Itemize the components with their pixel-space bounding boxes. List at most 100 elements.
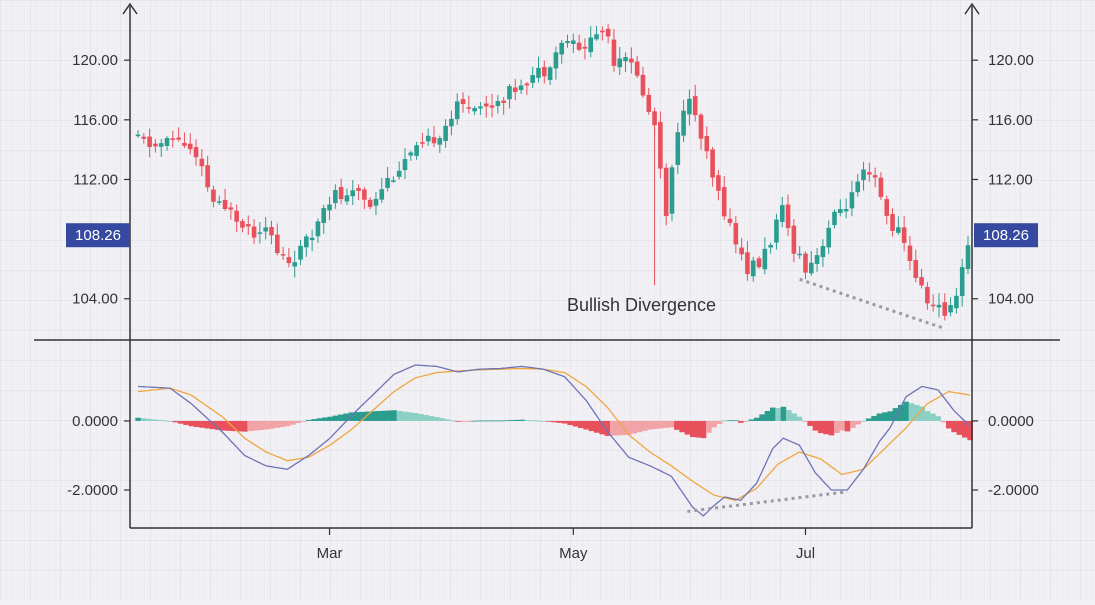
- histogram-bar: [290, 420, 296, 425]
- histogram-bar: [583, 420, 589, 430]
- histogram-bar: [626, 420, 632, 435]
- histogram-bar: [780, 406, 787, 421]
- price-tag-value: 108.26: [75, 227, 121, 244]
- candle: [843, 198, 849, 219]
- candle-body: [275, 234, 280, 254]
- candle: [878, 172, 884, 200]
- candle-body: [959, 267, 965, 297]
- candle-body: [843, 208, 849, 212]
- macd-lines: [137, 364, 971, 517]
- price-tag-left: 108.26: [66, 223, 130, 248]
- candle-body: [269, 226, 274, 236]
- macd-tick-label-left: 0.0000: [72, 413, 118, 430]
- candle: [553, 46, 559, 80]
- candle: [884, 195, 890, 225]
- histogram-bar: [556, 420, 563, 423]
- candle: [356, 184, 361, 201]
- candle: [373, 191, 379, 216]
- candle-body: [367, 199, 373, 207]
- candle-body: [878, 177, 884, 198]
- candle-body: [808, 262, 814, 274]
- candle: [234, 204, 239, 232]
- histogram-bar: [743, 420, 749, 422]
- histogram-bar: [818, 420, 824, 434]
- candle-body: [356, 187, 361, 191]
- candle-body: [553, 52, 559, 69]
- candle: [803, 251, 808, 280]
- candle-body: [762, 248, 768, 270]
- candle-body: [187, 143, 193, 150]
- candle: [867, 162, 872, 182]
- candle: [768, 242, 773, 254]
- histogram-bar: [215, 420, 221, 430]
- candle-body: [164, 137, 170, 147]
- histogram-bar: [716, 420, 723, 424]
- candle: [646, 88, 652, 115]
- candle: [518, 79, 524, 94]
- candle: [838, 199, 843, 217]
- candle-body: [460, 99, 466, 105]
- macd-tick-label-left: -2.0000: [67, 482, 118, 499]
- candle: [327, 196, 332, 221]
- candle: [251, 219, 257, 244]
- candle-body: [559, 42, 565, 55]
- candle-body: [803, 253, 808, 273]
- candle-body: [582, 46, 588, 49]
- histogram-bar: [412, 413, 419, 421]
- chart-axes: [34, 2, 1060, 535]
- candle-body: [919, 277, 924, 286]
- signal-line: [137, 367, 971, 502]
- histogram-bar: [476, 420, 483, 422]
- candle: [791, 219, 797, 263]
- histogram-bar: [935, 416, 941, 421]
- histogram-bar: [866, 418, 872, 421]
- candle: [600, 26, 605, 41]
- histogram-bar: [946, 420, 952, 429]
- candle: [501, 97, 506, 115]
- candle: [153, 139, 158, 153]
- histogram-bar: [770, 407, 776, 421]
- histogram-bar: [887, 411, 893, 421]
- candle-body: [391, 180, 396, 182]
- histogram-bar: [796, 416, 803, 421]
- candle: [158, 138, 164, 157]
- candle-body: [135, 134, 141, 137]
- candle-body: [501, 100, 506, 103]
- histogram-bar: [663, 420, 669, 428]
- candle-body: [826, 227, 831, 248]
- histogram-bar: [183, 420, 189, 425]
- histogram-bar: [268, 420, 275, 429]
- candle: [640, 67, 646, 98]
- histogram-bar: [871, 415, 877, 421]
- candle: [286, 248, 292, 268]
- macd-histogram: [135, 401, 973, 441]
- histogram-bar: [316, 418, 323, 421]
- histogram-bar: [514, 419, 520, 421]
- candle: [170, 130, 176, 148]
- candle-body: [890, 214, 895, 231]
- left-axis-arrow: [122, 2, 138, 15]
- histogram-bar: [930, 413, 936, 421]
- candle: [454, 93, 460, 125]
- candle: [913, 249, 919, 283]
- histogram-bar: [386, 410, 392, 421]
- histogram-bar: [135, 417, 141, 421]
- histogram-bar: [732, 420, 739, 422]
- candle-body: [675, 132, 681, 165]
- candle: [942, 293, 948, 321]
- histogram-bar: [610, 420, 616, 436]
- candle: [739, 237, 744, 261]
- candle-body: [472, 108, 477, 112]
- histogram-bar: [226, 420, 232, 431]
- candle-body: [222, 199, 228, 210]
- histogram-bar: [279, 420, 285, 428]
- histogram-bar: [636, 420, 643, 433]
- macd-tick-label-right: 0.0000: [988, 413, 1034, 430]
- histogram-bar: [594, 420, 600, 433]
- candle-body: [704, 136, 710, 152]
- candle: [280, 246, 286, 260]
- candle: [965, 235, 971, 275]
- candle-body: [153, 143, 158, 147]
- candle: [402, 148, 408, 180]
